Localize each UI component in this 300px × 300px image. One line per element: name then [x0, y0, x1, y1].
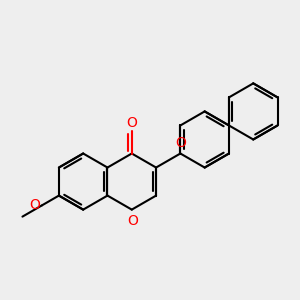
Text: O: O: [128, 214, 139, 228]
Text: O: O: [126, 116, 137, 130]
Text: O: O: [30, 198, 40, 212]
Text: O: O: [175, 136, 186, 150]
